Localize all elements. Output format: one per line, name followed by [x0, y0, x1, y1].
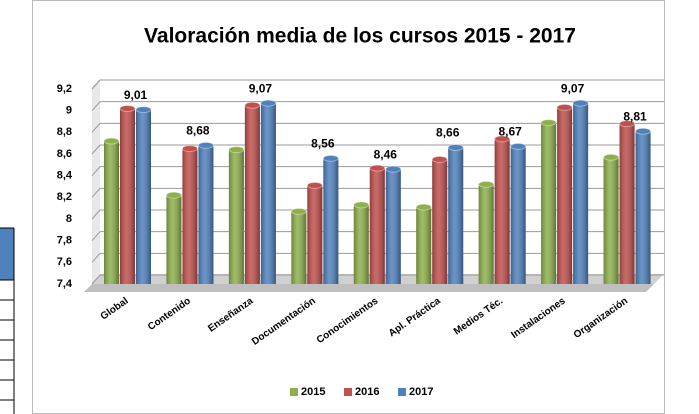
grid-line	[91, 274, 101, 285]
grid-line	[91, 123, 101, 133]
bar-shade	[353, 204, 369, 284]
bar-shade	[619, 123, 635, 285]
bar-cap	[556, 103, 573, 111]
bar-shade	[557, 107, 573, 285]
bar-cap	[181, 145, 198, 153]
bar-shade	[228, 149, 244, 284]
bar-shade	[416, 207, 432, 284]
bar-cap	[619, 120, 636, 128]
legend-label: 2015	[301, 386, 325, 398]
bar-shade	[494, 138, 510, 284]
bar-cap	[494, 135, 511, 143]
y-tick-label: 8,6	[57, 148, 72, 160]
bar-shade	[448, 147, 464, 284]
bar-cap	[306, 181, 323, 189]
bar-shade	[369, 168, 385, 284]
y-tick-label: 8,2	[57, 191, 72, 203]
grid-line	[91, 144, 101, 155]
bar-shade	[120, 108, 135, 284]
legend-swatch	[290, 388, 298, 396]
bar-cap	[103, 137, 120, 145]
y-tick-label: 7,8	[57, 235, 72, 247]
value-label: 8,56	[311, 137, 335, 151]
value-label: 8,46	[374, 147, 398, 161]
bar-cap	[197, 141, 214, 149]
bar-cap	[228, 146, 245, 154]
bar-cap	[478, 180, 495, 188]
grid-line	[91, 166, 101, 176]
bar-cap	[353, 201, 370, 209]
bar-cap	[119, 105, 136, 112]
bar-cap	[415, 203, 432, 211]
y-tick-label: 8	[66, 213, 72, 225]
value-label: 8,68	[186, 124, 210, 138]
legend-label: 2017	[409, 386, 433, 398]
bar-shade	[260, 103, 276, 284]
value-label: 8,81	[623, 109, 647, 123]
value-label: 8,67	[498, 125, 522, 139]
bar-cap	[290, 207, 307, 215]
bar-cap	[322, 154, 339, 162]
bar-cap	[165, 191, 182, 199]
bar-cap	[510, 142, 527, 150]
bar-shade	[510, 146, 526, 284]
bar-shade	[166, 195, 182, 284]
bar-shade	[385, 169, 401, 284]
bar-shade	[291, 211, 307, 284]
value-label: 8,66	[436, 126, 460, 140]
bar-shade	[573, 103, 589, 284]
bar-shade	[182, 148, 198, 284]
grid-line	[91, 101, 101, 111]
bar-shade	[478, 184, 494, 284]
grid-line	[91, 188, 101, 198]
bar-shade	[244, 105, 260, 284]
grid-line	[91, 209, 101, 220]
value-label: 9,07	[561, 81, 585, 95]
bar-shade	[603, 157, 619, 284]
y-tick-label: 9,2	[57, 83, 72, 95]
bar-cap	[260, 99, 277, 107]
value-label: 9,01	[124, 88, 148, 102]
bar-shade	[307, 185, 323, 284]
bar-cap	[603, 153, 620, 161]
legend-label: 2016	[355, 386, 379, 398]
bar-cap	[447, 144, 464, 151]
bar-shade	[104, 141, 119, 284]
grid-line	[91, 253, 101, 263]
chart-title: Valoración media de los cursos 2015 - 20…	[144, 25, 576, 48]
legend-swatch	[344, 388, 352, 396]
bar-shade	[198, 145, 214, 284]
bar-shade	[635, 131, 651, 284]
y-tick-label: 8,8	[57, 126, 72, 138]
floor-edge	[84, 284, 654, 292]
y-tick-label: 7,6	[57, 256, 72, 268]
bar-shade	[136, 109, 151, 284]
bar-cap	[572, 99, 589, 107]
y-tick-label: 9	[66, 105, 72, 117]
y-tick-label: 8,4	[57, 170, 73, 182]
legend-swatch	[398, 388, 406, 396]
value-label: 9,07	[249, 81, 273, 95]
grid-line	[91, 231, 101, 241]
bar-cap	[635, 127, 652, 135]
bar-cap	[431, 155, 448, 163]
bar-cap	[540, 119, 557, 127]
bar-shade	[432, 159, 448, 284]
grid-line	[91, 79, 101, 90]
bar-cap	[135, 106, 152, 114]
bar-cap	[369, 164, 386, 172]
bar-shade	[541, 122, 557, 284]
bar-shade	[323, 158, 339, 284]
bar-cap	[385, 165, 402, 173]
bar-cap	[244, 101, 261, 109]
y-tick-label: 7,4	[57, 278, 73, 290]
table-fragment	[0, 227, 15, 414]
